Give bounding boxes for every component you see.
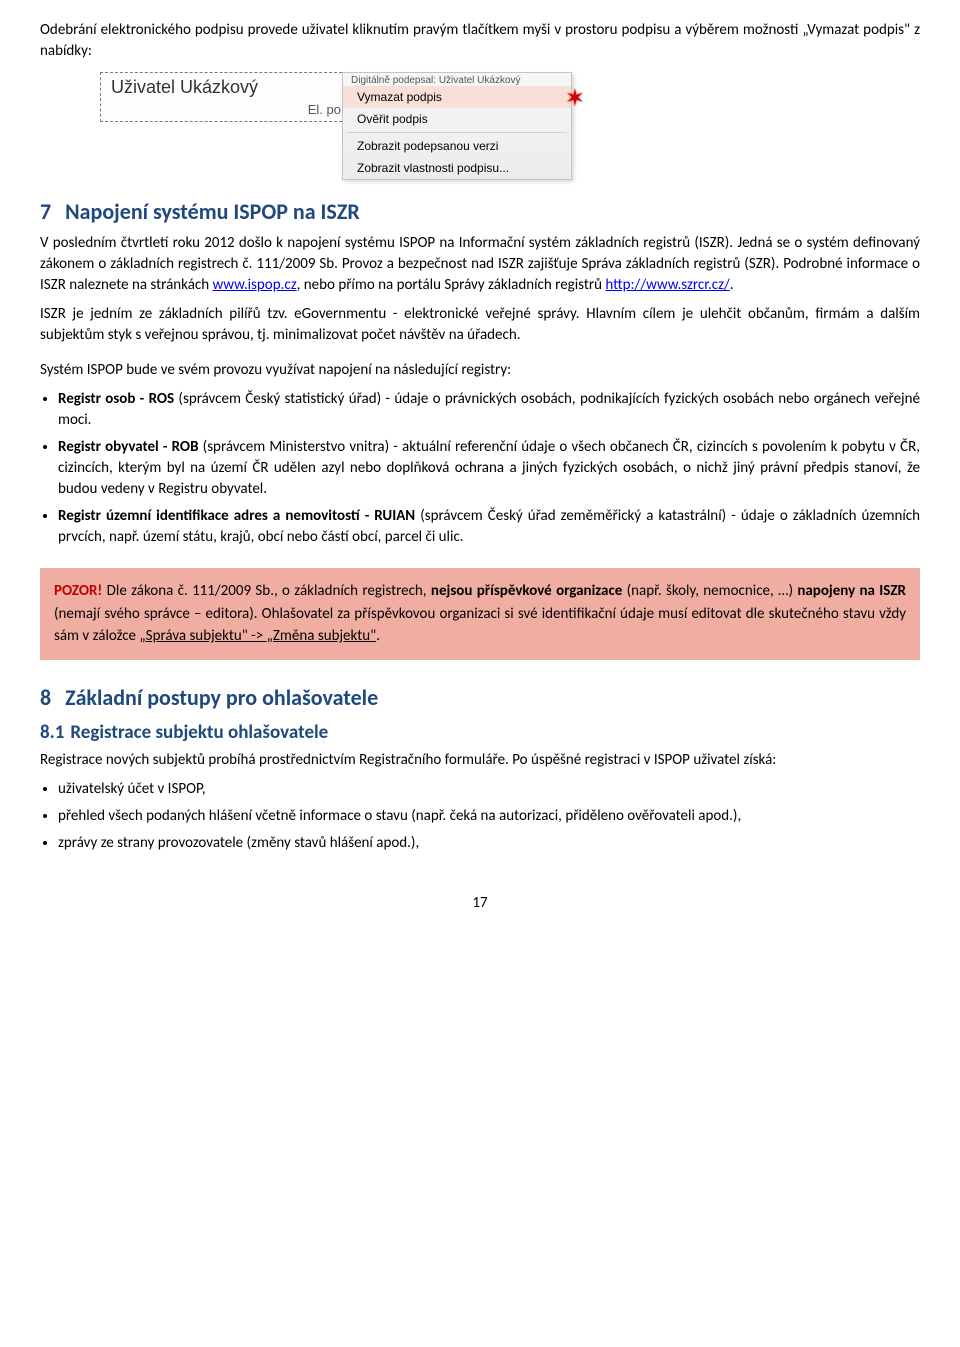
section-7-p2: ISZR je jedním ze základních pilířů tzv.… <box>40 304 920 346</box>
section-title: Napojení systému ISPOP na ISZR <box>65 198 360 225</box>
text: (např. školy, nemocnice, …) <box>622 582 797 600</box>
link-szrcr[interactable]: http://www.szrcr.cz/ <box>605 276 729 294</box>
warning-box: POZOR! Dle zákona č. 111/2009 Sb., o zák… <box>40 568 920 660</box>
section-7-p3: Systém ISPOP bude ve svém provozu využív… <box>40 360 920 381</box>
signature-field: Uživatel Ukázkový El. po <box>100 72 352 122</box>
context-menu: Digitálně podepsal: Uživatel Ukázkový Vy… <box>342 72 572 180</box>
registry-list: Registr osob - ROS (správcem Český stati… <box>40 389 920 548</box>
list-item: Registr obyvatel - ROB (správcem Ministe… <box>58 437 920 500</box>
text: Dle zákona č. 111/2009 Sb., o základních… <box>102 582 431 600</box>
signature-sub: El. po <box>111 102 341 117</box>
menu-divider <box>347 132 567 133</box>
list-item: zprávy ze strany provozovatele (změny st… <box>58 833 920 854</box>
section-7-heading: 7 Napojení systému ISPOP na ISZR <box>40 198 920 225</box>
list-item: Registr územní identifikace adres a nemo… <box>58 506 920 548</box>
context-menu-item-label: Vymazat podpis <box>357 90 442 104</box>
text-bold: napojeny na ISZR <box>797 582 906 600</box>
subsection-number: 8.1 <box>40 721 64 744</box>
context-menu-item-zobrazit-verzi[interactable]: Zobrazit podepsanou verzi <box>343 135 571 157</box>
text-underline: „Správa subjektu" -> „Změna subjektu" <box>139 627 376 645</box>
text-bold: nejsou příspěvkové organizace <box>431 582 622 600</box>
highlight-star-icon: ✶ <box>565 84 585 113</box>
section-8-heading: 8 Základní postupy pro ohlašovatele <box>40 684 920 711</box>
link-ispop[interactable]: www.ispop.cz <box>213 276 297 294</box>
text: , nebo přímo na portálu Správy základníc… <box>297 276 606 294</box>
context-menu-header: Digitálně podepsal: Uživatel Ukázkový <box>343 73 571 86</box>
section-8-1-heading: 8.1 Registrace subjektu ohlašovatele <box>40 721 920 744</box>
section-7-p1: V posledním čtvrtletí roku 2012 došlo k … <box>40 233 920 296</box>
warning-lead: POZOR! <box>54 582 102 600</box>
signature-name: Uživatel Ukázkový <box>111 77 341 98</box>
context-menu-item-overit[interactable]: Ověřit podpis <box>343 108 571 130</box>
list-item: uživatelský účet v ISPOP, <box>58 779 920 800</box>
list-item: Registr osob - ROS (správcem Český stati… <box>58 389 920 431</box>
gain-list: uživatelský účet v ISPOP, přehled všech … <box>40 779 920 854</box>
text: . <box>376 627 380 645</box>
section-number: 8 <box>40 684 51 711</box>
section-number: 7 <box>40 198 51 225</box>
section-8-1-p1: Registrace nových subjektů probíhá prost… <box>40 750 920 771</box>
subsection-title: Registrace subjektu ohlašovatele <box>70 721 328 744</box>
context-menu-item-zobrazit-vlastnosti[interactable]: Zobrazit vlastnosti podpisu... <box>343 157 571 179</box>
page-number: 17 <box>40 894 920 912</box>
list-item: přehled všech podaných hlášení včetně in… <box>58 806 920 827</box>
context-menu-item-vymazat[interactable]: Vymazat podpis ✶ <box>343 86 571 108</box>
section-title: Základní postupy pro ohlašovatele <box>65 684 378 711</box>
intro-paragraph: Odebrání elektronického podpisu provede … <box>40 20 920 62</box>
context-menu-figure: Uživatel Ukázkový El. po Digitálně podep… <box>40 72 920 180</box>
text: . <box>730 276 734 294</box>
